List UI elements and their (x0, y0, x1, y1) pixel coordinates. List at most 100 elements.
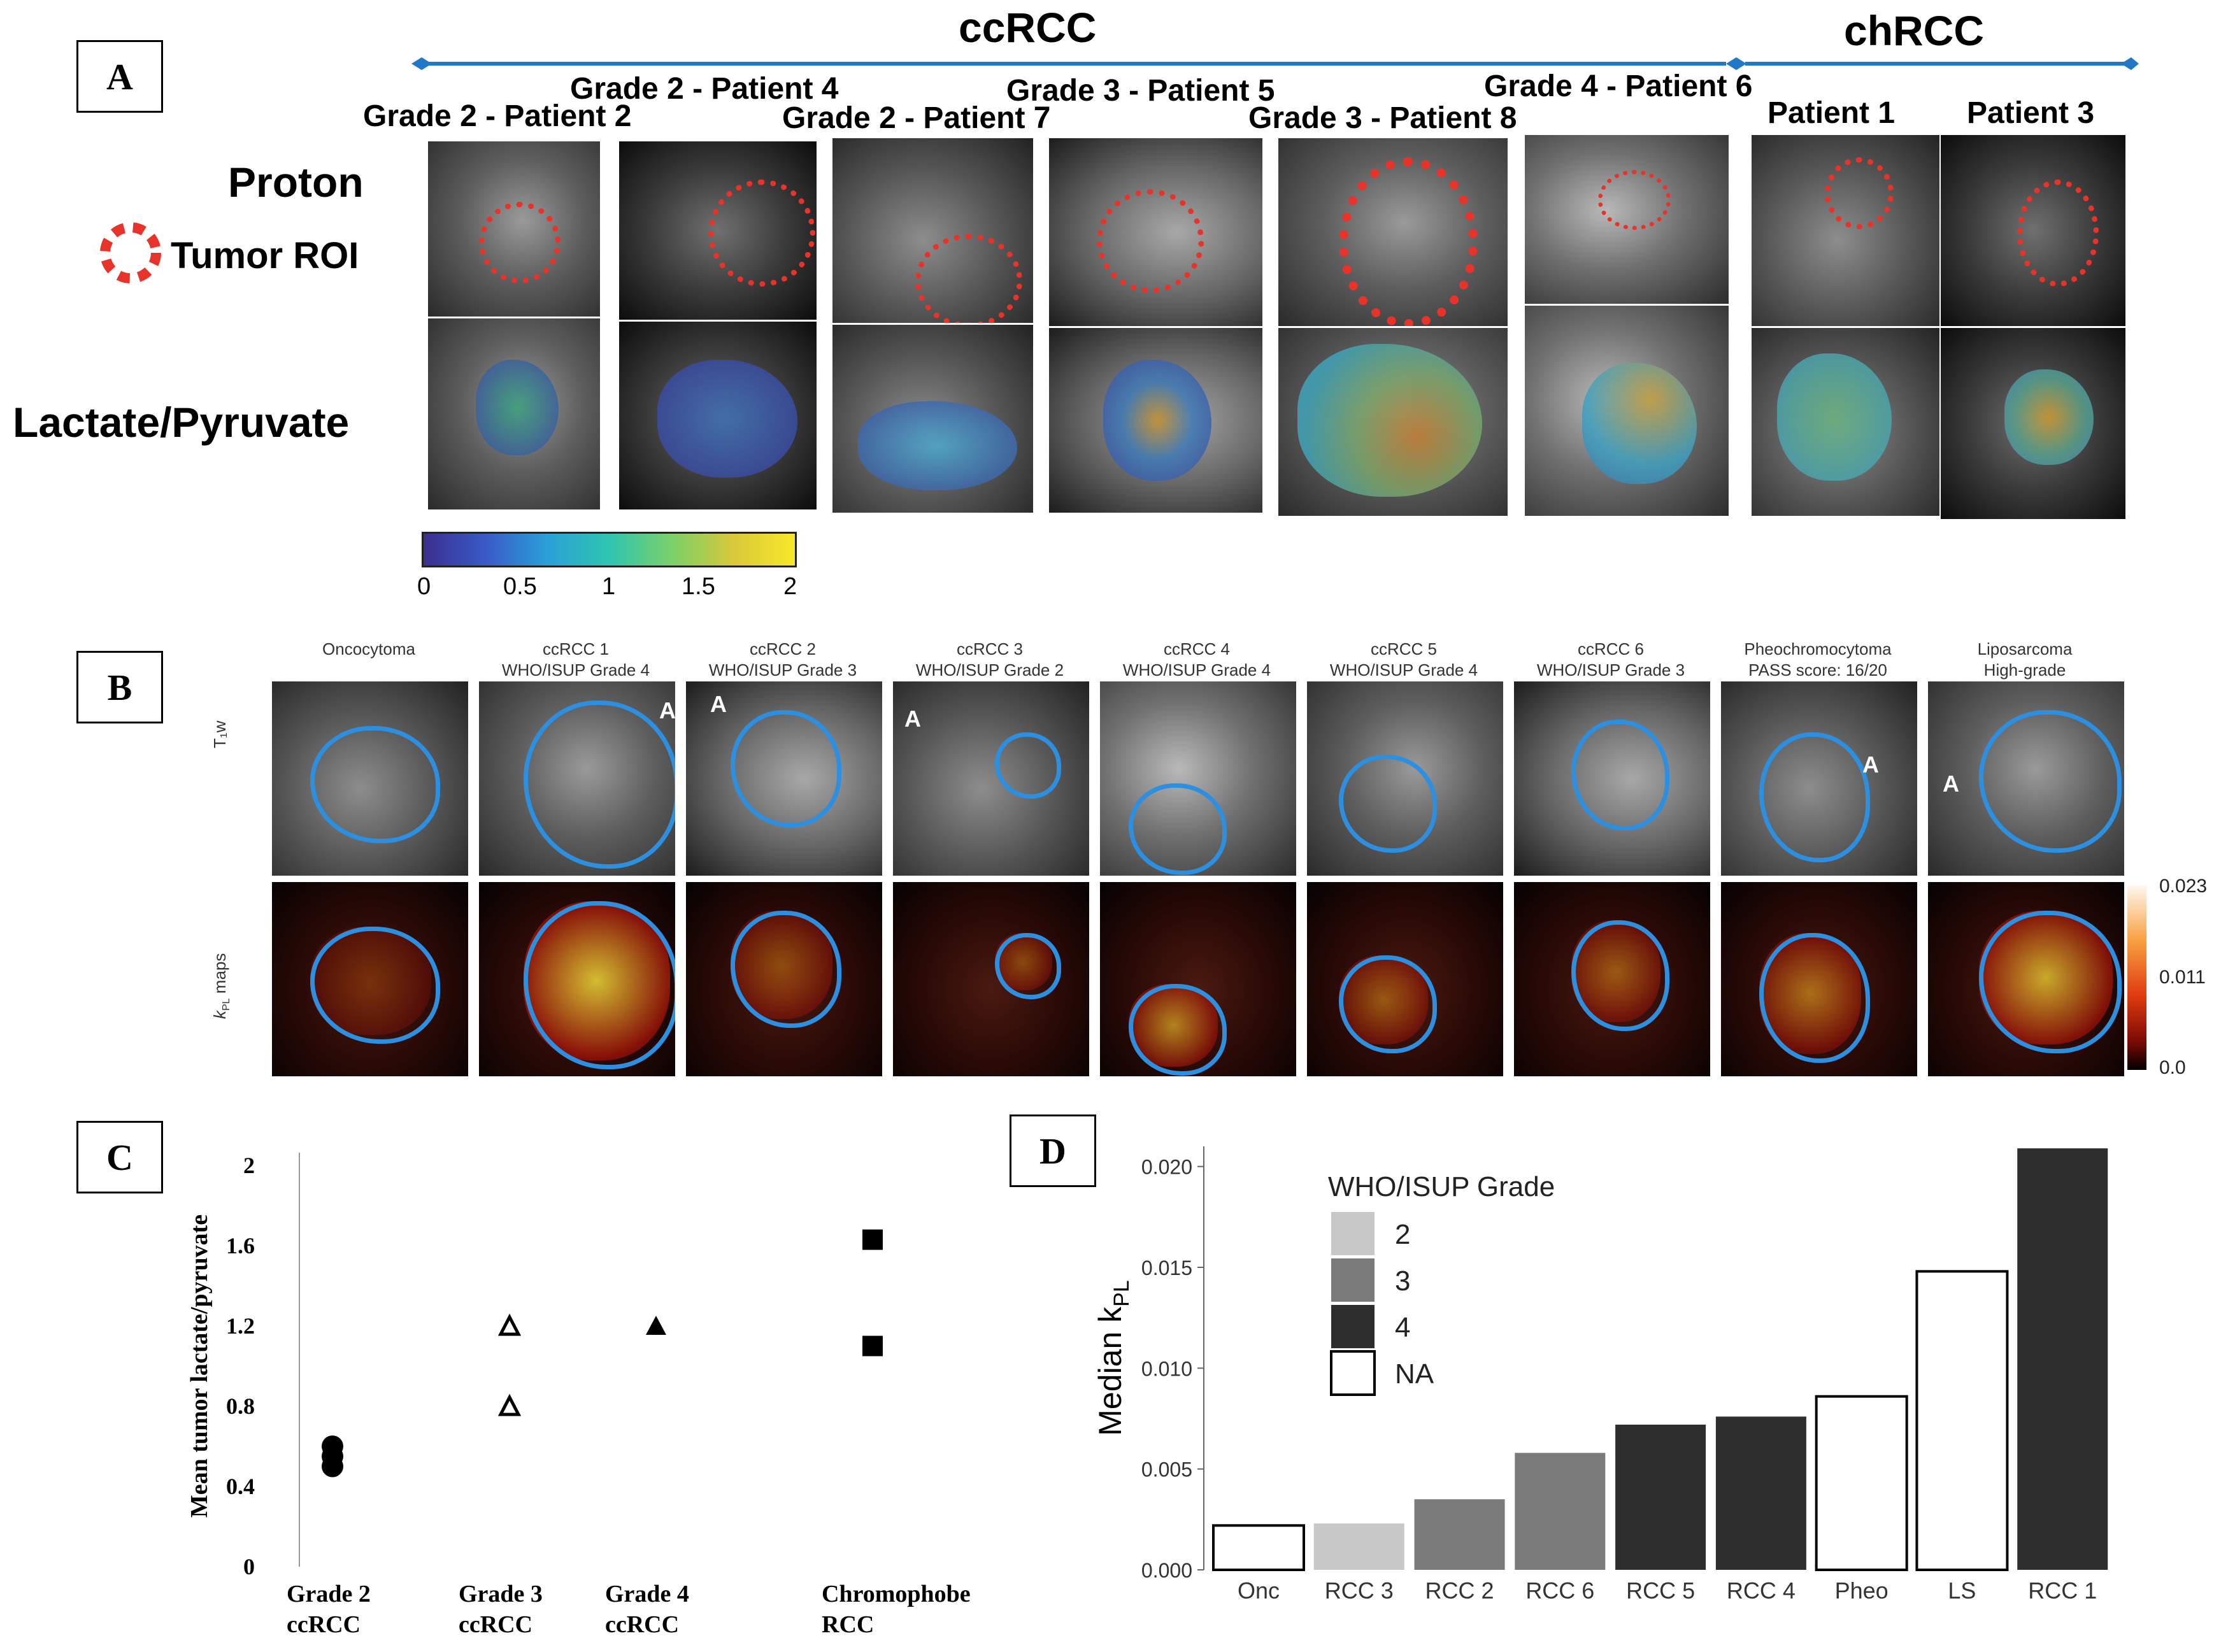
t1w-image-8 (1720, 680, 1918, 877)
col-title: ccRCC 1 (542, 639, 609, 659)
kpl-colorbar-tick-mid: 0.011 (2159, 967, 2206, 988)
y-tick-label: 0.8 (226, 1393, 255, 1419)
kpl-colorbar-tick-max: 0.023 (2159, 876, 2208, 897)
panel-label-c: C (76, 1121, 163, 1193)
adrenal-marker-3: A (904, 706, 921, 732)
kpl-map-5 (1099, 881, 1297, 1078)
proton-image-chp3 (1939, 134, 2127, 327)
lp-colorbar-tick-3: 1.5 (682, 573, 715, 600)
tumor-contour (1979, 911, 2122, 1053)
x-category-label: RCC 3 (1325, 1577, 1394, 1604)
col-subtitle: WHO/ISUP Grade 3 (708, 660, 857, 680)
legend-swatch-2 (1331, 1212, 1375, 1255)
bar-chart: 0.000 0.005 0.010 0.015 0.020 Median kPL Onc RC… (1092, 1146, 2108, 1604)
proton-image-p8 (1277, 137, 1509, 327)
kpl-map-7 (1513, 881, 1711, 1078)
adrenal-marker-4: A (1862, 751, 1879, 778)
x-category-label: RCC 5 (1626, 1577, 1695, 1604)
panelB-col-title-7: ccRCC 6 WHO/ISUP Grade 3 (1500, 639, 1722, 680)
col-subtitle: WHO/ISUP Grade 4 (1329, 660, 1478, 680)
col-title: ccRCC 2 (749, 639, 816, 659)
lp-colorbar-tick-1: 0.5 (503, 573, 537, 600)
y-tick-label: 0.020 (1141, 1156, 1192, 1179)
tumor-contour (995, 933, 1061, 999)
col-subtitle: WHO/ISUP Grade 4 (1122, 660, 1271, 680)
row-label-kpl-maps: kPL maps (210, 953, 232, 1019)
row-label-proton: Proton (228, 159, 364, 206)
y-tick-label: 0.000 (1141, 1559, 1192, 1582)
bar-rcc-5 (1615, 1425, 1706, 1570)
bar-ls (1915, 1270, 2009, 1571)
row-label-t1w: T₁w (210, 720, 229, 748)
kpl-map-9 (1927, 881, 2125, 1078)
t1w-image-4 (892, 680, 1090, 877)
panelB-col-title-2: ccRCC 1 WHO/ISUP Grade 4 (465, 639, 687, 680)
x-category-label: RCC 1 (2028, 1577, 2097, 1604)
panelA-title-8: Patient 3 (1967, 96, 2095, 130)
t1w-image-5 (1099, 680, 1297, 877)
panelA-title-2: Grade 2 - Patient 4 (570, 72, 839, 106)
data-point-square (862, 1335, 883, 1356)
x-category-label-line2: RCC (822, 1611, 874, 1638)
roi-legend-label: Tumor ROI (171, 235, 359, 276)
proton-image-chp1 (1750, 134, 1944, 327)
kpl-map-6 (1306, 881, 1504, 1078)
lp-map-p2 (427, 317, 601, 511)
x-category-label-line2: ccRCC (459, 1611, 532, 1638)
panelA-title-5: Grade 3 - Patient 8 (1248, 101, 1517, 135)
panelB-col-title-4: ccRCC 3 WHO/ISUP Grade 2 (879, 639, 1101, 680)
bar-rcc-2 (1414, 1499, 1505, 1570)
proton-image-p2 (427, 140, 601, 318)
bar-onc (1212, 1524, 1305, 1571)
x-category-label: Pheo (1835, 1577, 1889, 1604)
kpl-map-1 (271, 881, 469, 1078)
legend-swatch-3 (1331, 1258, 1375, 1302)
data-point-square (862, 1229, 883, 1250)
y-tick-label: 0 (243, 1554, 255, 1579)
proton-image-p6 (1524, 134, 1730, 305)
kpl-colorbar (2127, 885, 2146, 1070)
col-subtitle: High-grade (1983, 660, 2066, 680)
y-tick-label: 0.010 (1141, 1357, 1192, 1380)
bar-rcc-3 (1313, 1523, 1404, 1570)
panelB-col-title-3: ccRCC 2 WHO/ISUP Grade 3 (672, 639, 894, 680)
proton-image-p7 (831, 137, 1034, 324)
tumor-contour (1339, 755, 1437, 853)
t1w-image-3 (685, 680, 883, 877)
tumor-contour (1979, 710, 2122, 853)
tumor-contour (1129, 984, 1227, 1076)
panelB-col-title-6: ccRCC 5 WHO/ISUP Grade 4 (1293, 639, 1515, 680)
legend-label-3: 3 (1395, 1265, 1410, 1297)
col-title: ccRCC 6 (1577, 639, 1644, 659)
col-subtitle: WHO/ISUP Grade 4 (501, 660, 650, 680)
x-category-label-line1: Grade 2 (287, 1581, 371, 1607)
x-category-label: Onc (1238, 1577, 1280, 1604)
x-category-label-line1: Chromophobe (822, 1581, 971, 1607)
proton-image-p4 (618, 140, 818, 321)
x-category-label: RCC 6 (1525, 1577, 1594, 1604)
col-title: ccRCC 5 (1370, 639, 1437, 659)
col-title: ccRCC 4 (1163, 639, 1230, 659)
col-title: ccRCC 3 (956, 639, 1023, 659)
tumor-contour (995, 732, 1061, 799)
panelB-col-title-1: Oncocytoma (258, 639, 480, 660)
y-tick-label: 0.4 (226, 1474, 255, 1499)
lp-map-p4 (618, 320, 818, 511)
panelA-title-4: Grade 3 - Patient 5 (1006, 74, 1275, 108)
legend-swatch-na (1330, 1350, 1376, 1396)
panelA-title-1: Grade 2 - Patient 2 (363, 99, 632, 133)
x-category-label-line1: Grade 4 (605, 1581, 689, 1607)
lp-map-p6 (1524, 304, 1730, 517)
bar-pheo (1815, 1395, 1908, 1571)
adrenal-marker-2: A (710, 691, 727, 717)
panel-label-a: A (76, 40, 163, 113)
data-point-filled-triangle (646, 1316, 666, 1335)
panelB-col-title-8: Pheochromocytoma PASS score: 16/20 (1707, 639, 1929, 680)
arrow-head-left (411, 57, 432, 70)
lp-map-chp1 (1750, 327, 1944, 517)
arrow-head-right (2121, 57, 2139, 70)
legend-label-4: 4 (1395, 1312, 1410, 1343)
y-tick-label: 2 (243, 1153, 255, 1178)
roi-legend-icon (100, 222, 161, 283)
t1w-image-7 (1513, 680, 1711, 877)
